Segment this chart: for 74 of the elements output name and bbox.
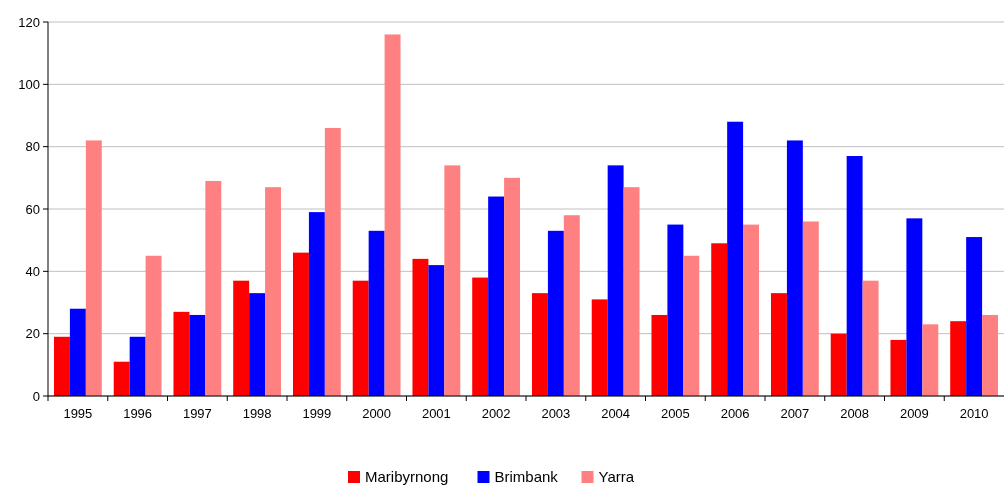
bar: [623, 187, 640, 396]
y-tick-label: 20: [25, 326, 40, 342]
y-tick-label: 60: [25, 201, 40, 217]
bar: [547, 230, 564, 396]
x-tick-label: 1998: [242, 406, 272, 421]
bar: [173, 311, 190, 396]
bar: [846, 156, 863, 396]
bar: [292, 252, 309, 396]
bar: [950, 321, 967, 396]
bar: [428, 265, 445, 396]
x-tick-label: 2000: [362, 406, 392, 421]
bar: [922, 324, 939, 396]
bar: [667, 224, 684, 396]
bar: [129, 336, 146, 396]
bar: [982, 314, 999, 396]
legend-label: Brimbank: [494, 468, 559, 485]
y-tick-label: 120: [18, 14, 40, 30]
bar: [966, 237, 983, 396]
bar: [113, 361, 130, 396]
x-tick-label: 1999: [302, 406, 332, 421]
bar: [249, 293, 266, 396]
x-tick-label: 2009: [899, 406, 929, 421]
bar: [651, 314, 668, 396]
x-tick-label: 2010: [959, 406, 989, 421]
bar: [53, 336, 70, 396]
x-tick-label: 2001: [421, 406, 451, 421]
bar: [504, 177, 521, 396]
x-tick-label: 2006: [720, 406, 750, 421]
bar: [488, 196, 505, 396]
bar: [906, 218, 923, 396]
bar: [743, 224, 760, 396]
bar: [802, 221, 819, 396]
bar: [412, 258, 429, 396]
bar: [607, 165, 624, 396]
bar: [862, 280, 879, 396]
bar: [531, 293, 548, 396]
x-tick-label: 2003: [541, 406, 571, 421]
x-tick-label: 1995: [63, 406, 93, 421]
x-tick-label: 2008: [840, 406, 870, 421]
bar: [233, 280, 250, 396]
bar: [563, 215, 580, 396]
legend-label: Yarra: [598, 468, 635, 485]
y-tick-label: 80: [25, 139, 40, 155]
bar: [591, 299, 608, 396]
x-tick-label: 2004: [601, 406, 631, 421]
bar: [711, 243, 728, 396]
legend-label: Maribyrnong: [365, 468, 449, 485]
bar: [683, 255, 700, 396]
bar: [265, 187, 282, 396]
x-tick-label: 2007: [780, 406, 810, 421]
bar: [890, 339, 907, 396]
bar: [145, 255, 162, 396]
bar: [830, 333, 847, 396]
bar: [770, 293, 787, 396]
x-tick-label: 1996: [123, 406, 153, 421]
bar: [189, 314, 206, 396]
bar: [786, 140, 803, 396]
bar: [727, 121, 744, 396]
x-tick-label: 2002: [481, 406, 511, 421]
bar: [324, 127, 341, 396]
bar: [444, 165, 461, 396]
y-tick-label: 0: [32, 388, 40, 404]
bar: [352, 280, 369, 396]
bar: [368, 230, 385, 396]
x-tick-label: 1997: [182, 406, 212, 421]
y-tick-label: 100: [18, 76, 40, 92]
x-tick-label: 2005: [660, 406, 690, 421]
bar: [472, 277, 489, 396]
bar: [308, 212, 325, 396]
y-tick-label: 40: [25, 263, 40, 279]
bar: [69, 308, 86, 396]
bar: [205, 180, 222, 396]
bar: [85, 140, 102, 396]
bar: [384, 34, 401, 396]
